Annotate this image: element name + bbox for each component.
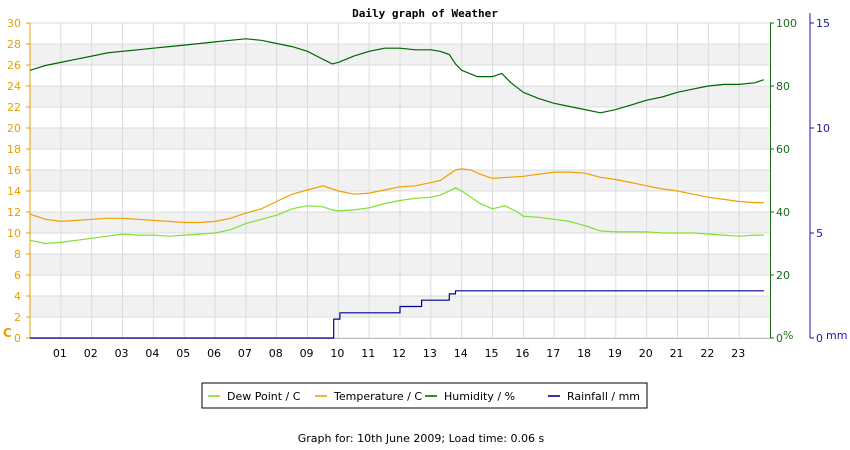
temperature-axis-unit: C — [3, 326, 12, 340]
dew-point-series-line — [29, 187, 764, 245]
plot-grid — [30, 22, 770, 339]
humidity-tick-label: 60 — [776, 143, 790, 156]
hour-tick-label: 08 — [269, 347, 283, 360]
hour-tick-label: 07 — [238, 347, 252, 360]
chart-series — [29, 38, 764, 339]
hour-tick-label: 02 — [84, 347, 98, 360]
rainfall-axis-unit: mm — [826, 329, 847, 342]
rainfall-tick-label: 5 — [816, 227, 823, 240]
hour-tick-label: 16 — [515, 347, 529, 360]
temperature-tick-label: 30 — [7, 17, 21, 30]
temperature-tick-label: 24 — [7, 80, 21, 93]
temperature-tick-label: 20 — [7, 122, 21, 135]
temperature-tick-label: 2 — [14, 311, 21, 324]
hour-tick-label: 21 — [670, 347, 684, 360]
footer-text: Graph for: 10th June 2009; Load time: 0.… — [298, 432, 545, 445]
temperature-tick-label: 8 — [14, 248, 21, 261]
temperature-tick-label: 22 — [7, 101, 21, 114]
hour-tick-label: 01 — [53, 347, 67, 360]
rainfall-tick-label: 0 — [816, 332, 823, 345]
humidity-axis-ticks: 0 20 40 60 80 100 — [770, 17, 797, 345]
hour-tick-label: 23 — [731, 347, 745, 360]
hour-tick-label: 04 — [145, 347, 159, 360]
hour-tick-label: 17 — [546, 347, 560, 360]
hour-tick-label: 19 — [608, 347, 622, 360]
temperature-tick-label: 4 — [14, 290, 21, 303]
hour-tick-label: 10 — [330, 347, 344, 360]
temperature-tick-label: 12 — [7, 206, 21, 219]
temperature-tick-label: 10 — [7, 227, 21, 240]
temperature-tick-label: 16 — [7, 164, 21, 177]
hour-tick-label: 18 — [577, 347, 591, 360]
humidity-tick-label: 80 — [776, 80, 790, 93]
hour-tick-label: 14 — [454, 347, 468, 360]
chart-title: Daily graph of Weather — [352, 7, 498, 20]
hour-tick-label: 22 — [700, 347, 714, 360]
hour-tick-label: 15 — [485, 347, 499, 360]
hour-axis-ticks: 01 02 03 04 05 06 07 08 09 10 11 12 13 14 15 16 17 18 19 20… — [53, 347, 745, 360]
hour-tick-label: 11 — [361, 347, 375, 360]
hour-tick-label: 05 — [176, 347, 190, 360]
rainfall-tick-label: 10 — [816, 122, 830, 135]
hour-tick-label: 06 — [207, 347, 221, 360]
legend-label-humidity: Humidity / % — [444, 390, 515, 403]
temperature-tick-label: 18 — [7, 143, 21, 156]
humidity-series-line — [29, 38, 764, 114]
temperature-series-line — [29, 168, 764, 224]
humidity-tick-label: 40 — [776, 206, 790, 219]
hour-tick-label: 12 — [392, 347, 406, 360]
rainfall-tick-label: 15 — [816, 17, 830, 30]
legend-label-dew-point: Dew Point / C — [227, 390, 301, 403]
legend-label-temperature: Temperature / C — [333, 390, 422, 403]
chart-legend: Dew Point / C Temperature / C Humidity / %… — [201, 382, 648, 409]
rainfall-axis-ticks: 0 5 10 15 — [810, 17, 830, 345]
humidity-axis-unit: % — [783, 329, 793, 342]
legend-label-rainfall: Rainfall / mm — [567, 390, 640, 403]
temperature-tick-label: 0 — [14, 332, 21, 345]
temperature-tick-label: 14 — [7, 185, 21, 198]
humidity-tick-label: 20 — [776, 269, 790, 282]
temperature-tick-label: 28 — [7, 38, 21, 51]
humidity-tick-label: 100 — [776, 17, 797, 30]
temperature-tick-label: 6 — [14, 269, 21, 282]
temperature-tick-label: 26 — [7, 59, 21, 72]
hour-tick-label: 20 — [639, 347, 653, 360]
legend-box — [201, 382, 648, 409]
hour-tick-label: 09 — [300, 347, 314, 360]
humidity-tick-label: 0 — [776, 332, 783, 345]
rainfall-series-line — [30, 290, 764, 339]
hour-tick-label: 13 — [423, 347, 437, 360]
hour-tick-label: 03 — [115, 347, 129, 360]
